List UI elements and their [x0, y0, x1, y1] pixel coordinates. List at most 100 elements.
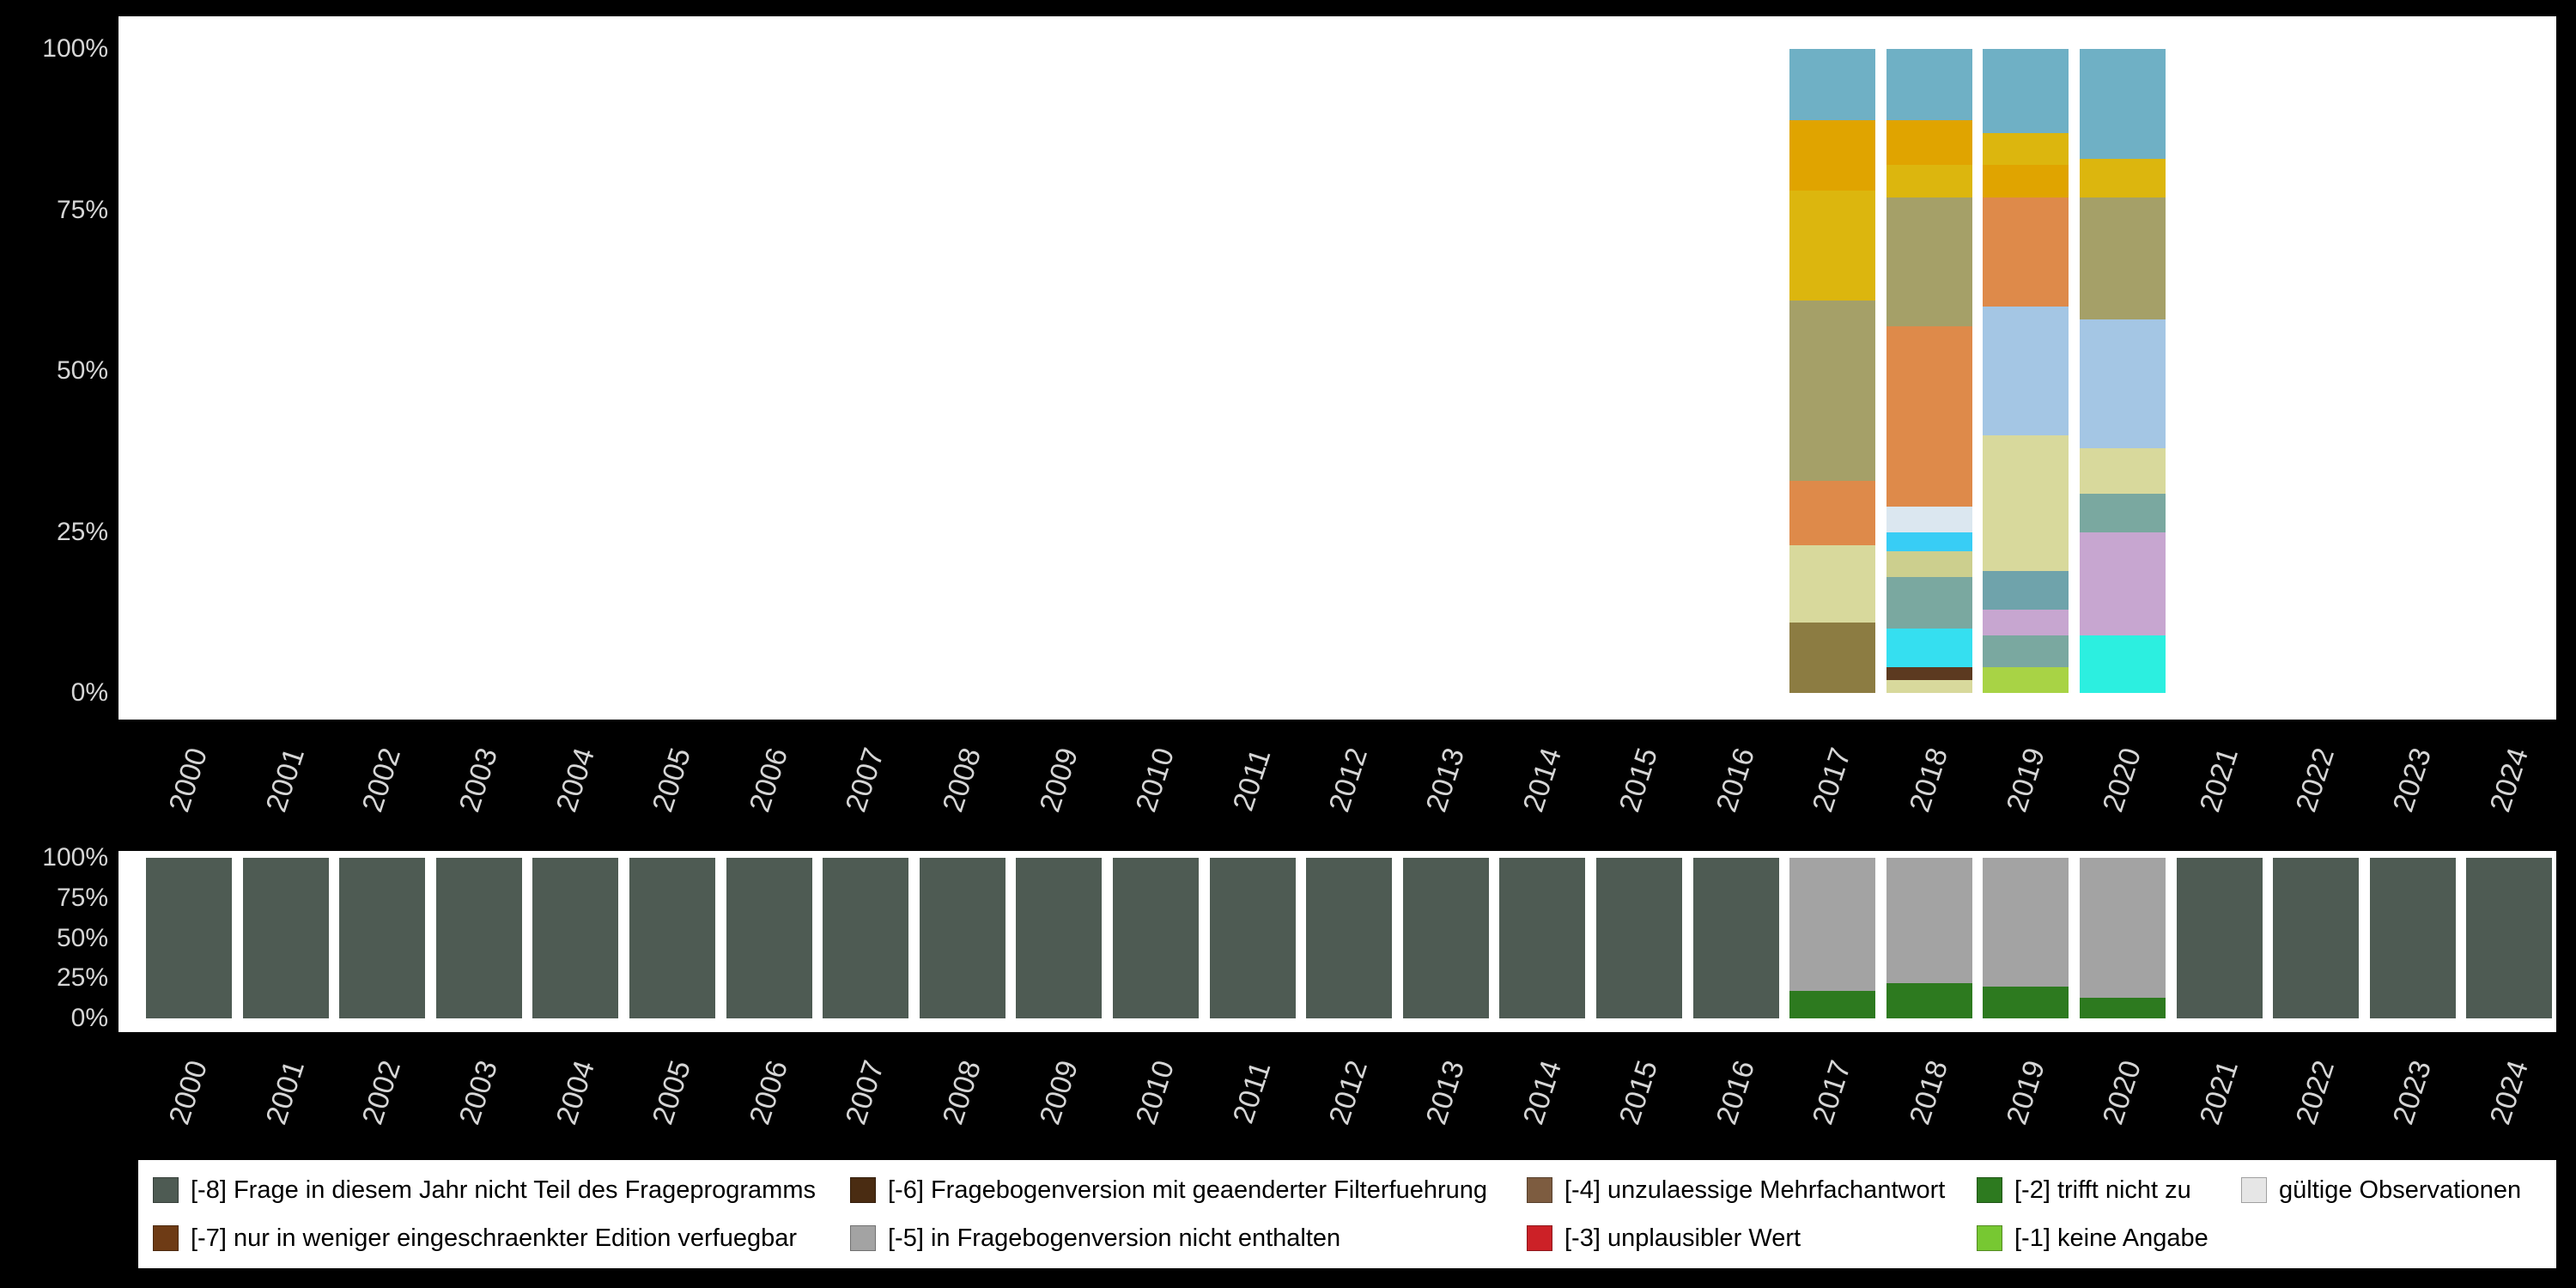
bar-segment[interactable]	[2080, 635, 2166, 693]
bar-segment[interactable]	[2176, 858, 2263, 1018]
stacked-bar-2012[interactable]	[1306, 858, 1393, 1018]
stacked-bar-2020[interactable]	[2080, 49, 2166, 693]
bar-segment[interactable]	[1789, 480, 1876, 545]
bar-segment[interactable]	[2466, 858, 2553, 1018]
bar-segment[interactable]	[2080, 448, 2166, 494]
bar-segment[interactable]	[2273, 858, 2360, 1018]
bar-segment[interactable]	[339, 858, 426, 1018]
bar-segment[interactable]	[2080, 493, 2166, 532]
bar-segment[interactable]	[1886, 680, 1972, 693]
bar-segment[interactable]	[1983, 132, 2069, 165]
bar-segment[interactable]	[1886, 532, 1972, 551]
bar-segment[interactable]	[2080, 997, 2166, 1018]
bar-segment[interactable]	[726, 858, 812, 1018]
stacked-bar-2003[interactable]	[435, 858, 522, 1018]
stacked-bar-2019[interactable]	[1983, 858, 2069, 1018]
stacked-bar-2020[interactable]	[2080, 858, 2166, 1018]
bar-segment[interactable]	[1886, 629, 1972, 667]
bar-segment[interactable]	[1983, 165, 2069, 197]
bar-segment[interactable]	[1113, 858, 1199, 1018]
bar-segment[interactable]	[1983, 197, 2069, 307]
bar-segment[interactable]	[1886, 165, 1972, 197]
bar-segment[interactable]	[1789, 858, 1876, 992]
bar-segment[interactable]	[1789, 991, 1876, 1018]
x-axis-tick-label: 2006	[743, 744, 794, 817]
bar-segment[interactable]	[919, 858, 1005, 1018]
bar-segment[interactable]	[1789, 622, 1876, 693]
bar-segment[interactable]	[1886, 325, 1972, 507]
bar-segment[interactable]	[1886, 49, 1972, 120]
bar-segment[interactable]	[1886, 577, 1972, 629]
bar-segment[interactable]	[146, 858, 232, 1018]
bar-segment[interactable]	[2080, 158, 2166, 197]
bar-segment[interactable]	[2080, 319, 2166, 448]
bar-segment[interactable]	[2080, 532, 2166, 635]
bar-segment[interactable]	[1886, 858, 1972, 983]
stacked-bar-2006[interactable]	[726, 858, 812, 1018]
bar-segment[interactable]	[1886, 551, 1972, 577]
bar-segment[interactable]	[1983, 307, 2069, 435]
x-axis-tick-label: 2022	[2289, 744, 2342, 817]
stacked-bar-2005[interactable]	[629, 858, 715, 1018]
bar-segment[interactable]	[1983, 667, 2069, 693]
stacked-bar-2017[interactable]	[1789, 858, 1876, 1018]
bar-segment[interactable]	[242, 858, 329, 1018]
bar-segment[interactable]	[1016, 858, 1103, 1018]
bar-segment[interactable]	[1789, 191, 1876, 301]
bar-segment[interactable]	[823, 858, 909, 1018]
stacked-bar-2018[interactable]	[1886, 49, 1972, 693]
stacked-bar-2013[interactable]	[1402, 858, 1489, 1018]
stacked-bar-2015[interactable]	[1596, 858, 1682, 1018]
bar-segment[interactable]	[2369, 858, 2456, 1018]
stacked-bar-2008[interactable]	[919, 858, 1005, 1018]
stacked-bar-2014[interactable]	[1499, 858, 1586, 1018]
bar-segment[interactable]	[532, 858, 619, 1018]
bar-segment[interactable]	[1886, 506, 1972, 532]
bar-segment[interactable]	[1789, 119, 1876, 191]
stacked-bar-2011[interactable]	[1209, 858, 1296, 1018]
stacked-bar-2000[interactable]	[146, 858, 232, 1018]
bar-segment[interactable]	[629, 858, 715, 1018]
bar-segment[interactable]	[1983, 986, 2069, 1018]
legend-item: gültige Observationen	[2241, 1176, 2556, 1205]
stacked-bar-2024[interactable]	[2466, 858, 2553, 1018]
stacked-bar-2002[interactable]	[339, 858, 426, 1018]
bar-segment[interactable]	[435, 858, 522, 1018]
bar-segment[interactable]	[1983, 570, 2069, 610]
bar-segment[interactable]	[1789, 300, 1876, 481]
bar-segment[interactable]	[2080, 858, 2166, 998]
bar-segment[interactable]	[1983, 609, 2069, 635]
bar-segment[interactable]	[2080, 197, 2166, 319]
stacked-bar-2019[interactable]	[1983, 49, 2069, 693]
stacked-bar-2023[interactable]	[2369, 858, 2456, 1018]
bar-segment[interactable]	[1886, 197, 1972, 326]
bar-segment[interactable]	[1306, 858, 1393, 1018]
stacked-bar-2009[interactable]	[1016, 858, 1103, 1018]
bar-segment[interactable]	[1886, 119, 1972, 165]
bar-segment[interactable]	[1402, 858, 1489, 1018]
stacked-bar-2021[interactable]	[2176, 858, 2263, 1018]
bar-segment[interactable]	[1789, 49, 1876, 120]
bar-segment[interactable]	[1983, 635, 2069, 667]
stacked-bar-2010[interactable]	[1113, 858, 1199, 1018]
bar-segment[interactable]	[1886, 667, 1972, 680]
stacked-bar-2007[interactable]	[823, 858, 909, 1018]
bar-segment[interactable]	[1886, 982, 1972, 1018]
stacked-bar-2004[interactable]	[532, 858, 619, 1018]
bar-segment[interactable]	[1692, 858, 1779, 1018]
bar-segment[interactable]	[1983, 435, 2069, 571]
bar-segment[interactable]	[1983, 858, 2069, 987]
stacked-bar-2017[interactable]	[1789, 49, 1876, 693]
x-axis-tick: 2024	[2461, 1043, 2558, 1142]
stacked-bar-2001[interactable]	[242, 858, 329, 1018]
bar-segment[interactable]	[1983, 49, 2069, 133]
bar-segment[interactable]	[1209, 858, 1296, 1018]
stacked-bar-2022[interactable]	[2273, 858, 2360, 1018]
x-axis-tick: 2018	[1881, 731, 1978, 829]
bar-segment[interactable]	[1789, 544, 1876, 623]
bar-segment[interactable]	[1596, 858, 1682, 1018]
bar-segment[interactable]	[1499, 858, 1586, 1018]
bar-segment[interactable]	[2080, 49, 2166, 159]
stacked-bar-2016[interactable]	[1692, 858, 1779, 1018]
stacked-bar-2018[interactable]	[1886, 858, 1972, 1018]
